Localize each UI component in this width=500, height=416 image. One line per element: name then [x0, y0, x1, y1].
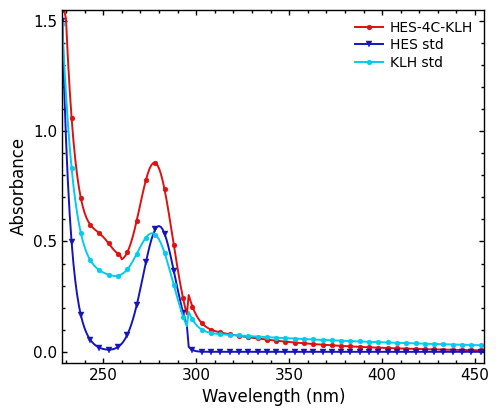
KLH std — [60, 22, 66, 27]
KLH std — [482, 343, 488, 348]
HES-4C-KLH — [374, 345, 380, 350]
KLH std — [392, 340, 398, 345]
Y-axis label: Absorbance: Absorbance — [10, 137, 28, 235]
KLH std — [167, 269, 173, 274]
Line: HES std: HES std — [59, 17, 488, 355]
X-axis label: Wavelength (nm): Wavelength (nm) — [202, 388, 345, 406]
HES std — [167, 251, 173, 256]
HES-4C-KLH — [482, 348, 488, 353]
Legend: HES-4C-KLH, HES std, KLH std: HES-4C-KLH, HES std, KLH std — [351, 17, 478, 74]
HES std — [374, 349, 380, 354]
HES std — [332, 349, 338, 354]
HES-4C-KLH — [60, 7, 66, 12]
HES std — [60, 18, 66, 23]
HES std — [392, 349, 398, 354]
HES std — [420, 349, 426, 354]
HES-4C-KLH — [166, 208, 172, 213]
HES-4C-KLH — [167, 219, 173, 224]
Line: HES-4C-KLH: HES-4C-KLH — [60, 7, 487, 353]
KLH std — [332, 338, 338, 343]
HES std — [482, 349, 488, 354]
KLH std — [420, 341, 426, 346]
KLH std — [374, 339, 380, 344]
HES-4C-KLH — [332, 343, 338, 348]
HES-4C-KLH — [420, 347, 426, 352]
Line: KLH std: KLH std — [60, 22, 487, 348]
KLH std — [166, 262, 172, 267]
HES-4C-KLH — [392, 346, 398, 351]
HES std — [166, 243, 172, 248]
